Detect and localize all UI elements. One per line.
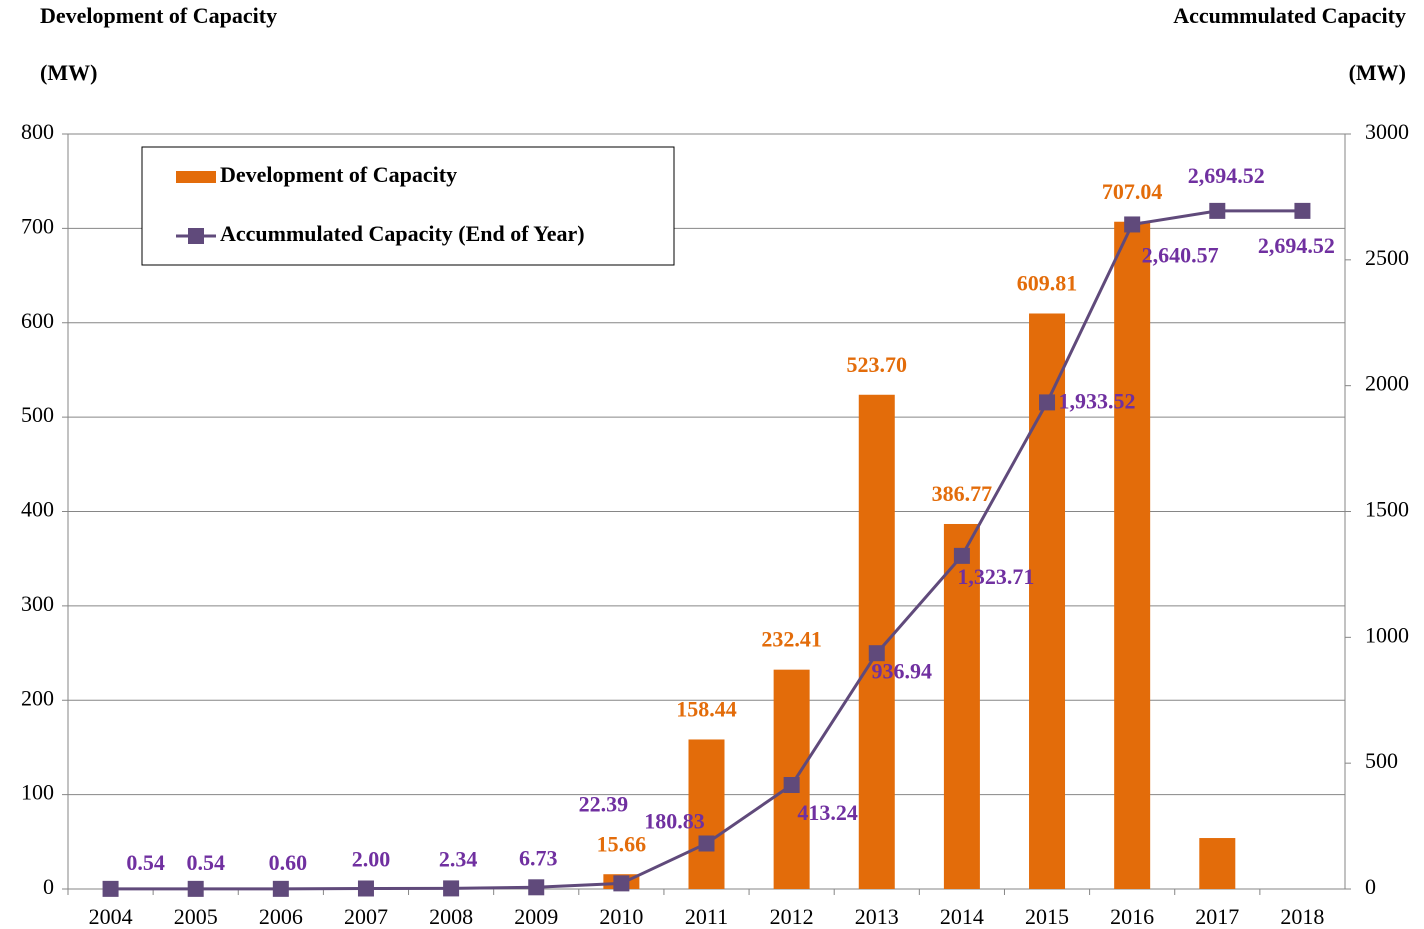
line-marker xyxy=(953,547,970,564)
y-axis-title: Development of Capacity xyxy=(40,3,277,28)
x-tick-label: 2005 xyxy=(174,904,218,929)
x-tick-label: 2016 xyxy=(1110,904,1154,929)
line-marker xyxy=(187,880,204,897)
bar xyxy=(858,394,895,889)
bar-label: 523.70 xyxy=(847,352,908,377)
line-label: 180.83 xyxy=(644,809,705,834)
line-marker xyxy=(1209,202,1226,219)
line-label: 0.54 xyxy=(126,850,165,875)
x-tick-label: 2010 xyxy=(599,904,643,929)
y-tick-label: 700 xyxy=(21,213,54,238)
line-marker xyxy=(783,777,800,794)
bar-label: 386.77 xyxy=(932,481,993,506)
legend-box xyxy=(141,146,675,266)
x-tick-label: 2013 xyxy=(855,904,899,929)
x-tick-label: 2018 xyxy=(1280,904,1324,929)
line-marker xyxy=(528,879,545,896)
line-label: 2.00 xyxy=(352,847,391,872)
line-label: 22.39 xyxy=(579,791,629,816)
y2-tick-label: 2000 xyxy=(1365,371,1409,396)
bar xyxy=(943,523,980,889)
x-tick-label: 2012 xyxy=(770,904,814,929)
line-marker xyxy=(272,880,289,897)
y-tick-label: 100 xyxy=(21,780,54,805)
line-label: 1,323.71 xyxy=(957,564,1034,589)
y2-tick-label: 3000 xyxy=(1365,119,1409,144)
line-marker xyxy=(1294,202,1311,219)
legend-label: Accummulated Capacity (End of Year) xyxy=(220,221,585,246)
line-marker xyxy=(102,880,119,897)
y2-tick-label: 1000 xyxy=(1365,622,1409,647)
bar-label: 15.66 xyxy=(597,831,647,856)
line-marker xyxy=(357,880,374,897)
x-tick-label: 2008 xyxy=(429,904,473,929)
legend-swatch xyxy=(176,171,216,183)
bar-label: 232.41 xyxy=(761,627,822,652)
bar xyxy=(688,739,725,889)
line-label: 6.73 xyxy=(519,845,558,870)
line-label: 2,640.57 xyxy=(1142,243,1219,268)
line-marker xyxy=(1124,216,1141,233)
legend-label: Development of Capacity xyxy=(220,162,457,187)
line-marker xyxy=(443,880,460,897)
bar-label: 609.81 xyxy=(1017,271,1078,296)
bar xyxy=(1199,838,1236,889)
x-tick-label: 2006 xyxy=(259,904,303,929)
line-marker xyxy=(698,835,715,852)
line-marker xyxy=(868,645,885,662)
y-tick-label: 300 xyxy=(21,591,54,616)
y-tick-label: 0 xyxy=(43,874,54,899)
y2-tick-label: 0 xyxy=(1365,874,1376,899)
x-tick-label: 2017 xyxy=(1195,904,1239,929)
line-label: 2,694.52 xyxy=(1258,233,1335,258)
y-tick-label: 500 xyxy=(21,402,54,427)
x-tick-label: 2004 xyxy=(89,904,133,929)
line-label: 936.94 xyxy=(872,658,933,683)
bar xyxy=(1114,221,1151,889)
line-marker xyxy=(1039,394,1056,411)
line-marker xyxy=(613,875,630,892)
y-axis-unit: (MW) xyxy=(40,60,97,85)
line-label: 2,694.52 xyxy=(1188,163,1265,188)
y-tick-label: 200 xyxy=(21,685,54,710)
line-label: 0.54 xyxy=(186,850,225,875)
x-tick-label: 2007 xyxy=(344,904,388,929)
x-tick-label: 2009 xyxy=(514,904,558,929)
x-tick-label: 2011 xyxy=(685,904,728,929)
y2-tick-label: 1500 xyxy=(1365,497,1409,522)
line-label: 413.24 xyxy=(797,800,858,825)
y2-tick-label: 500 xyxy=(1365,748,1398,773)
legend-marker xyxy=(188,228,204,244)
x-tick-label: 2015 xyxy=(1025,904,1069,929)
bar-label: 158.44 xyxy=(676,697,737,722)
x-tick-label: 2014 xyxy=(940,904,984,929)
line-label: 0.60 xyxy=(269,850,308,875)
y-tick-label: 600 xyxy=(21,308,54,333)
bar-label: 707.04 xyxy=(1102,179,1163,204)
y-tick-label: 800 xyxy=(21,119,54,144)
y2-axis-unit: (MW) xyxy=(1349,60,1406,85)
y2-axis-title: Accummulated Capacity xyxy=(1173,3,1406,28)
y2-tick-label: 2500 xyxy=(1365,245,1409,270)
line-label: 1,933.52 xyxy=(1059,388,1136,413)
line-label: 2.34 xyxy=(439,846,478,871)
y-tick-label: 400 xyxy=(21,497,54,522)
